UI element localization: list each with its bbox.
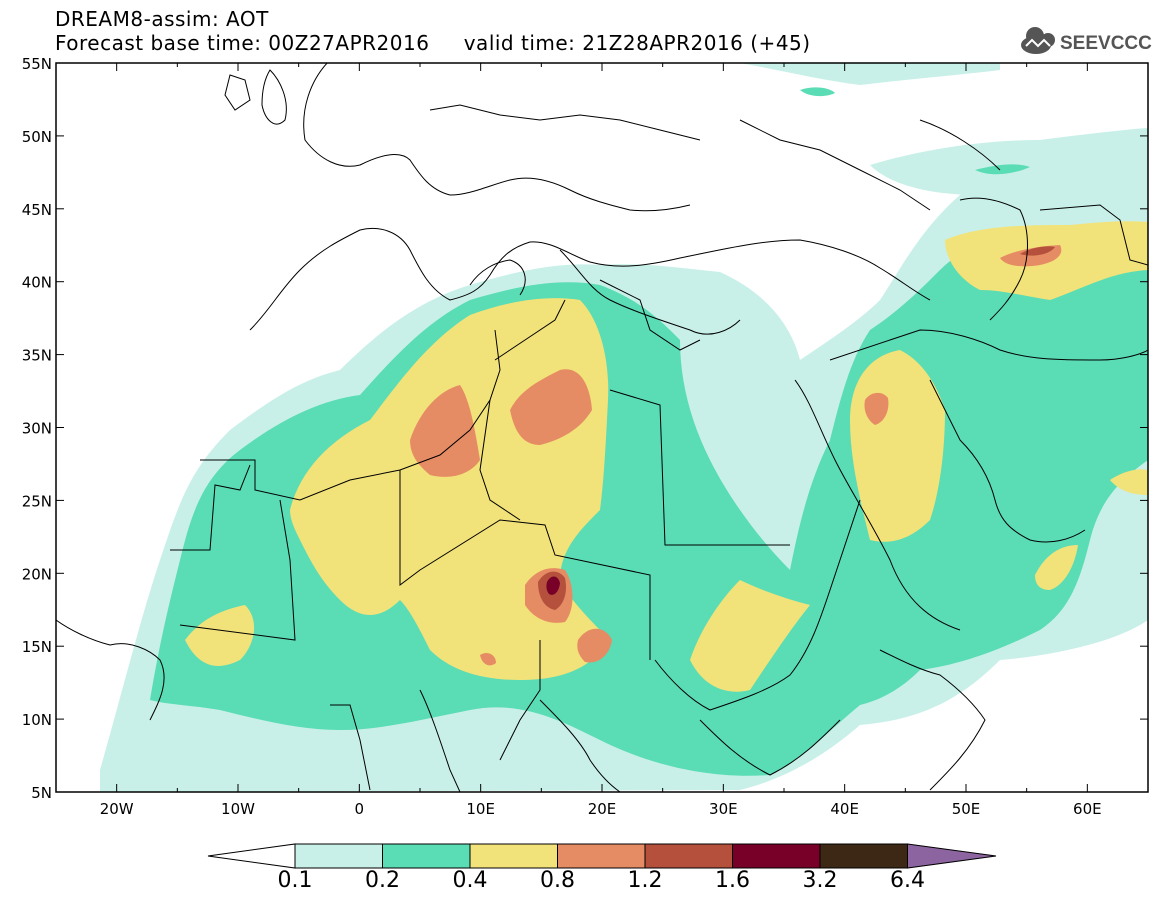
colorbar-segment bbox=[732, 843, 821, 869]
colorbar-label: 3.2 bbox=[802, 868, 838, 893]
colorbar-label: 0.4 bbox=[452, 868, 488, 893]
lon-tick-label: 30E bbox=[709, 800, 738, 818]
lat-tick-label: 5N bbox=[31, 784, 52, 802]
lat-tick-label: 30N bbox=[22, 420, 52, 438]
lat-tick-label: 10N bbox=[22, 711, 52, 729]
colorbar-label: 6.4 bbox=[890, 868, 925, 893]
axis-ticks: 55N 50N 45N 40N 35N 30N 25N 20N 15N 10N 5N 20W 10W 0 1… bbox=[22, 55, 1149, 818]
lat-tick-label: 50N bbox=[22, 128, 52, 146]
colorbar-segment bbox=[644, 843, 733, 869]
colorbar-label: 0.8 bbox=[540, 868, 575, 893]
logo-text: SEEVCCC bbox=[1060, 33, 1152, 54]
colorbar-label: 1.6 bbox=[715, 868, 750, 893]
colorbar-segment bbox=[382, 843, 471, 869]
aot-contour-0.8 bbox=[510, 369, 592, 445]
aot-contour-0.8 bbox=[410, 385, 480, 477]
aot-contour-0.4 bbox=[1110, 469, 1148, 495]
lat-tick-label: 25N bbox=[22, 492, 52, 510]
aot-contour-0.8 bbox=[577, 628, 612, 663]
lon-tick-label: 20E bbox=[588, 800, 617, 818]
aot-contour-1.2 bbox=[1020, 246, 1055, 256]
lat-tick-label: 20N bbox=[22, 565, 52, 583]
seevccc-logo: SEEVCCC bbox=[1018, 24, 1153, 58]
aot-contour-1.6 bbox=[546, 576, 560, 595]
colorbar-label: 1.2 bbox=[627, 868, 663, 893]
lon-tick-label: 10W bbox=[221, 800, 255, 818]
map-title: DREAM8-assim: AOT bbox=[55, 7, 269, 31]
lat-tick-label: 35N bbox=[22, 347, 52, 365]
lon-tick-label: 50E bbox=[952, 800, 981, 818]
colorbar-low-arrow bbox=[207, 843, 296, 869]
colorbar-segment bbox=[469, 843, 558, 869]
aot-contour-0.2 bbox=[800, 87, 835, 97]
aot-contour-0.8 bbox=[480, 652, 496, 666]
lon-tick-label: 10E bbox=[466, 800, 495, 818]
lon-tick-label: 20W bbox=[100, 800, 134, 818]
aot-contour-0.8 bbox=[864, 392, 889, 425]
lon-tick-label: 40E bbox=[830, 800, 859, 818]
aot-contour-0.2 bbox=[325, 704, 370, 729]
aot-contour-0.1 bbox=[740, 63, 1000, 85]
colorbar-segment bbox=[294, 843, 383, 869]
lat-tick-label: 45N bbox=[22, 201, 52, 219]
aot-contour-0.4 bbox=[690, 580, 810, 692]
cloud-icon bbox=[1021, 27, 1055, 54]
colorbar-segment bbox=[819, 843, 908, 869]
lat-tick-label: 55N bbox=[22, 55, 52, 73]
lon-tick-label: 60E bbox=[1073, 800, 1102, 818]
forecast-times: Forecast base time: 00Z27APR2016 valid t… bbox=[55, 31, 811, 55]
colorbar-label: 0.2 bbox=[365, 868, 400, 893]
lon-tick-label: 0 bbox=[355, 800, 365, 818]
colorbar-segment bbox=[557, 843, 646, 869]
colorbar-label: 0.1 bbox=[277, 868, 313, 893]
aot-contour-0.1 bbox=[870, 128, 1148, 195]
colorbar bbox=[207, 843, 997, 869]
aot-contour-0.4 bbox=[1035, 545, 1078, 590]
aot-contour-0.2 bbox=[975, 164, 1030, 175]
aot-contour-0.4 bbox=[185, 605, 255, 666]
country-borders bbox=[56, 63, 1148, 792]
lat-tick-label: 40N bbox=[22, 274, 52, 292]
lat-tick-label: 15N bbox=[22, 638, 52, 656]
aot-contours bbox=[100, 63, 1148, 792]
colorbar-high-arrow bbox=[907, 843, 997, 869]
